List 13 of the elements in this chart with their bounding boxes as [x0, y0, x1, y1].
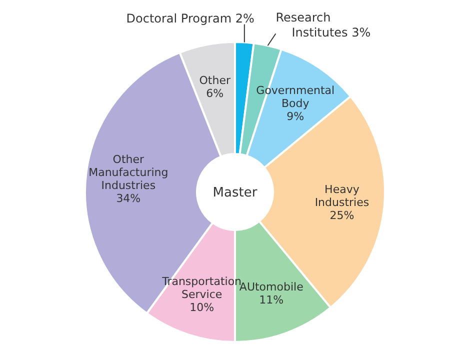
data-label: 11%	[259, 293, 284, 306]
slice-label: Research Institutes 3%	[276, 10, 371, 40]
slice-label: Heavy Industries	[314, 182, 370, 209]
data-label: 34%	[116, 192, 141, 205]
data-label: 25%	[330, 208, 354, 222]
data-label: 10%	[190, 301, 214, 314]
slice-label: Other Manufacturing Industries	[88, 152, 168, 192]
data-label: 9%	[286, 110, 304, 123]
slice-label: AUtomobile	[239, 280, 304, 294]
slice-label: Other	[199, 74, 231, 87]
slice-label: Doctoral Program 2%	[126, 11, 254, 26]
data-label: 6%	[206, 86, 224, 100]
text: Master	[212, 186, 258, 201]
